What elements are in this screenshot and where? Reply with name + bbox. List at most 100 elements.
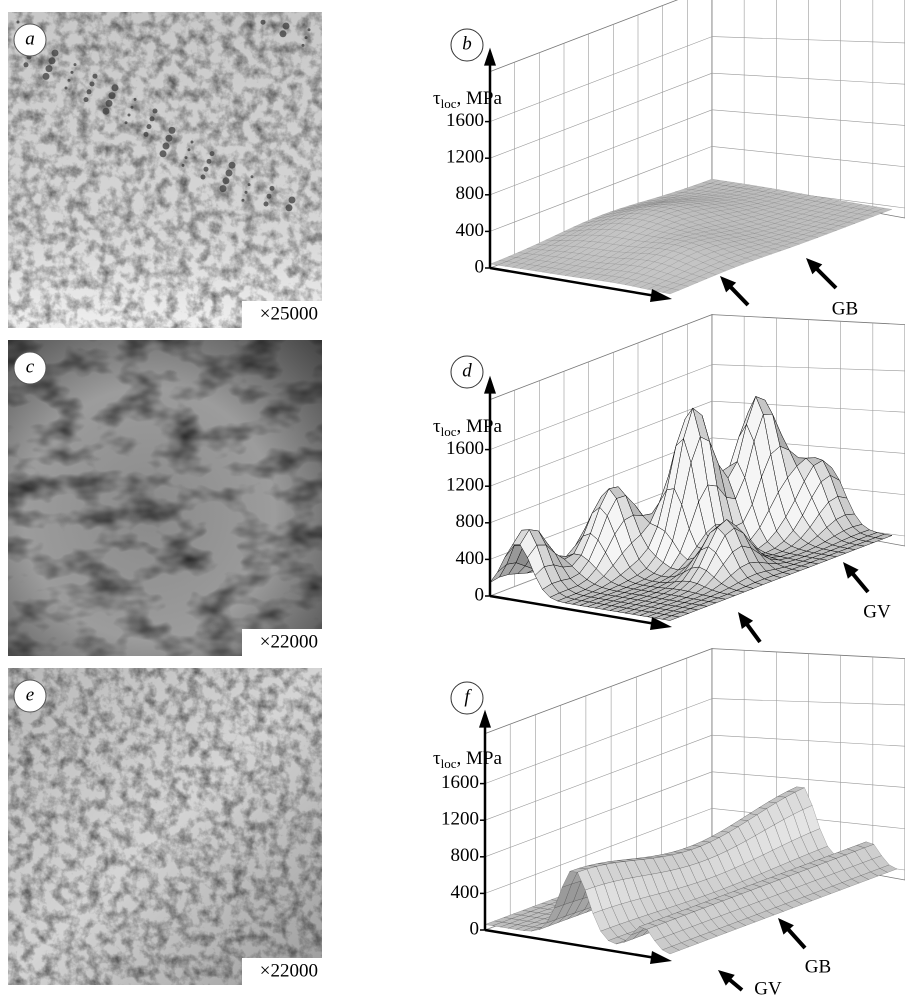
precipitate xyxy=(163,143,170,150)
precipitate xyxy=(226,170,233,177)
precipitate xyxy=(153,109,158,114)
magnification: ×22000 xyxy=(260,631,318,652)
precipitate xyxy=(46,65,53,72)
magnification: ×22000 xyxy=(260,960,318,981)
precipitate xyxy=(24,62,29,67)
plot-3d: 040080012001600dτloc, MPaGBGV xyxy=(433,315,905,671)
micrograph-texture xyxy=(8,340,322,656)
precipitate xyxy=(147,124,152,129)
tick-label: 400 xyxy=(451,882,480,903)
precipitate xyxy=(248,183,251,186)
value-axis-arrow xyxy=(484,376,496,394)
micrograph: c ×22000 xyxy=(8,340,322,656)
precipitate xyxy=(188,148,191,151)
precipitate xyxy=(106,100,113,107)
precipitate xyxy=(207,159,212,164)
precipitate xyxy=(223,177,230,184)
precipitate xyxy=(169,127,176,134)
panel-label: a xyxy=(25,28,35,49)
precipitate xyxy=(103,108,110,115)
panel-label: d xyxy=(462,360,472,381)
precipitate xyxy=(261,20,266,25)
annotation: GV xyxy=(754,978,782,999)
axis-subscript: loc xyxy=(441,96,457,111)
tick-label: 1600 xyxy=(446,110,484,131)
precipitate xyxy=(17,21,20,24)
tick-label: 0 xyxy=(470,918,480,939)
axis-unit: , MPa xyxy=(457,88,503,109)
precipitate xyxy=(43,73,50,80)
micrograph: e ×22000 xyxy=(8,668,322,985)
precipitate xyxy=(264,202,269,207)
precipitate xyxy=(283,23,290,30)
tick-label: 800 xyxy=(456,511,485,532)
precipitate xyxy=(160,150,167,157)
annotation: GB xyxy=(832,298,858,319)
micrograph-texture xyxy=(8,668,322,985)
axis-subscript: loc xyxy=(441,424,457,439)
precipitate xyxy=(251,175,254,178)
precipitate xyxy=(210,151,215,156)
tick-label: 400 xyxy=(456,548,485,569)
tick-label: 400 xyxy=(456,220,485,241)
precipitate xyxy=(166,135,173,142)
precipitate xyxy=(125,121,128,124)
precipitate xyxy=(109,92,116,99)
axis-subscript: loc xyxy=(441,756,457,771)
tick-label: 1200 xyxy=(441,809,479,830)
precipitate xyxy=(90,82,95,87)
precipitate xyxy=(308,28,311,31)
axis-unit: , MPa xyxy=(457,748,503,769)
precipitate xyxy=(71,71,74,74)
precipitate xyxy=(270,186,275,191)
annotation: GV xyxy=(863,601,891,622)
figure: a×25000 c ×22000 e ×22000 0 400 800 1200 1600 b τl… xyxy=(0,0,905,999)
annotation-arrow xyxy=(786,927,805,948)
precipitate xyxy=(134,98,137,101)
value-axis-arrow xyxy=(479,710,491,728)
axis-label: τloc, MPa xyxy=(433,88,502,111)
tick-label: 1600 xyxy=(446,438,484,459)
micrographs: a×25000 c ×22000 e ×22000 xyxy=(8,12,322,985)
precipitate xyxy=(201,175,206,180)
panel-label: e xyxy=(26,684,34,705)
precipitate xyxy=(220,185,227,192)
precipitate xyxy=(185,156,188,159)
tick-label: 1200 xyxy=(446,147,484,168)
annotation: GB xyxy=(805,956,831,977)
precipitate xyxy=(245,191,248,194)
panel-label: c xyxy=(26,356,35,377)
precipitate xyxy=(242,199,245,202)
precipitate xyxy=(204,167,209,172)
precipitate xyxy=(131,106,134,109)
axis-unit: , MPa xyxy=(457,416,503,437)
precipitate xyxy=(182,164,185,167)
precipitate xyxy=(267,194,272,199)
precipitate xyxy=(302,44,305,47)
precipitate xyxy=(74,63,77,66)
tick-label: 800 xyxy=(456,183,485,204)
precipitate xyxy=(87,89,92,94)
tick-label: 800 xyxy=(451,845,480,866)
panel-label: b xyxy=(462,33,472,54)
value-axis-arrow xyxy=(484,48,496,66)
precipitate xyxy=(191,141,194,144)
precipitate xyxy=(65,87,68,90)
precipitate xyxy=(93,74,98,79)
precipitate xyxy=(144,132,149,137)
precipitate xyxy=(150,116,155,121)
precipitate xyxy=(52,50,59,57)
precipitate xyxy=(68,79,71,82)
precipitate xyxy=(112,84,119,91)
tick-label: 1600 xyxy=(441,772,479,793)
tick-label: 0 xyxy=(475,256,485,277)
annotation-arrow xyxy=(815,267,836,288)
micrograph: a×25000 xyxy=(8,12,322,328)
precipitate xyxy=(128,114,131,117)
axis-label: τloc, MPa xyxy=(433,416,502,439)
tick-label: 1200 xyxy=(446,475,484,496)
axis-label: τloc, MPa xyxy=(433,748,502,771)
plots: 0 400 800 1200 1600 b τloc, MPa GV GB 0 400 800 1200… xyxy=(433,0,905,999)
